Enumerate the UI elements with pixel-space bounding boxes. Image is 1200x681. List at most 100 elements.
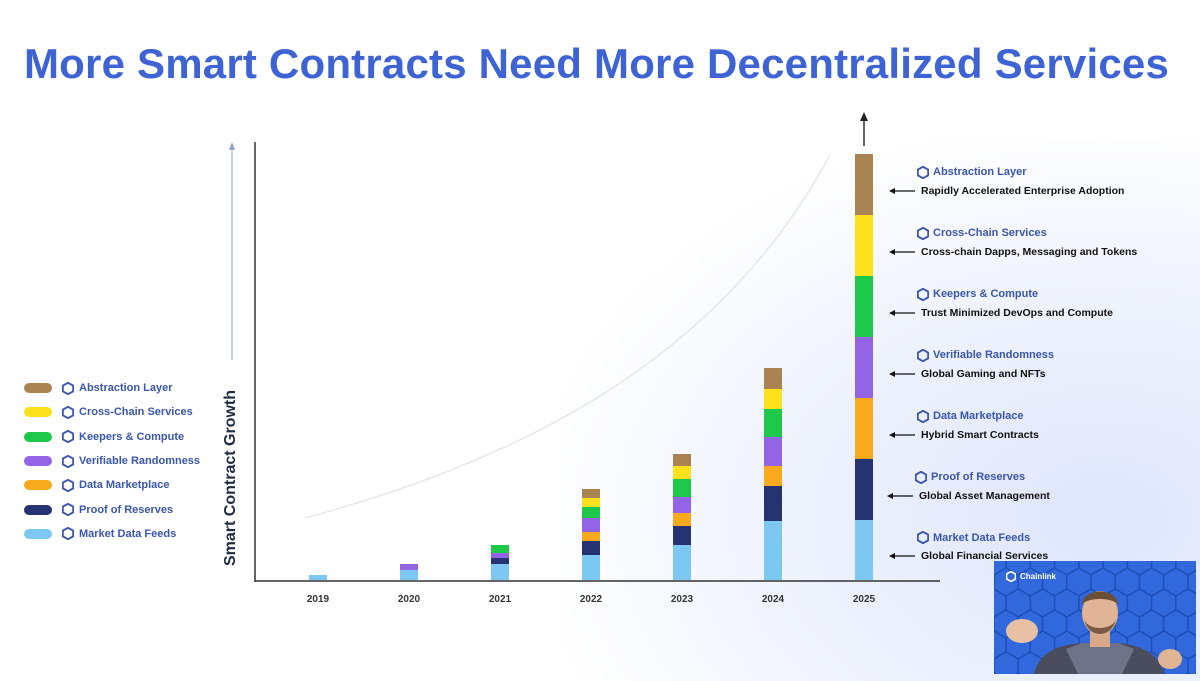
bar-2024-data-marketplace [764,466,782,486]
annotation-abstraction-layer: Abstraction Layer Rapidly Accelerated Ent… [889,165,1124,197]
x-tick-2023: 2023 [671,594,694,605]
growth-arrow-left-head [229,142,235,150]
webcam-brand: Chainlink [1006,571,1056,582]
bar-2024-abstraction-layer [764,368,782,389]
bar-2024-keepers-compute [764,409,782,437]
x-tick-2024: 2024 [762,594,785,605]
slide-title: More Smart Contracts Need More Decentral… [24,40,1170,87]
bar-2021-proof-of-reserves [491,558,509,564]
bar-2021-verifiable-randomness [491,553,509,558]
bar-2022-keepers-compute [582,507,600,518]
chainlink-hex-icon [917,165,929,179]
bar-2020-verifiable-randomness [400,564,418,570]
annotation-service: Verifiable Randomness [933,349,1055,361]
y-axis-label: Smart Contract Growth [222,389,239,567]
annotation-keepers-compute: Keepers & Compute Trust Minimized DevOps … [889,287,1113,319]
x-tick-2020: 2020 [398,594,421,605]
bar-2023-market-data-feeds [673,545,691,580]
annotation-service: Keepers & Compute [933,288,1039,300]
annotation-description: Global Gaming and NFTs [921,367,1046,380]
bar-2025-cross-chain-services [855,215,873,276]
legend: Abstraction Layer Cross-Chain Services Kee… [24,376,200,546]
bar-2019-market-data-feeds [309,575,327,580]
webcam-brand-label: Chainlink [1020,572,1057,581]
bar-2025-data-marketplace [855,398,873,459]
bar-2022-proof-of-reserves [582,541,600,555]
legend-item-cross-chain-services: Cross-Chain Services [24,400,200,424]
chainlink-hex-icon [62,430,74,444]
annotation-description: Global Financial Services [921,550,1049,562]
legend-label: Keepers & Compute [79,430,185,443]
annotation-service: Cross-Chain Services [933,227,1047,239]
bar-2021-keepers-compute [491,545,509,553]
legend-item-abstraction-layer: Abstraction Layer [24,376,200,400]
left-arrow-icon [889,187,915,194]
bar-2023-data-marketplace [673,513,691,526]
growth-curve [304,154,831,519]
presenter-person [1006,591,1182,674]
legend-swatch [24,480,52,491]
chainlink-hex-icon [62,405,74,419]
bar-2022-market-data-feeds [582,555,600,580]
chainlink-hex-icon [915,470,927,484]
left-arrow-icon [887,492,913,499]
legend-label: Cross-Chain Services [79,406,193,419]
legend-label: Abstraction Layer [79,382,173,395]
annotation-service: Data Marketplace [933,410,1024,422]
bar-2022-data-marketplace [582,532,600,541]
bar-2023-verifiable-randomness [673,497,691,513]
chainlink-hex-icon [917,409,929,423]
x-tick-2019: 2019 [307,594,330,605]
annotation-service: Market Data Feeds [933,531,1031,544]
legend-item-data-marketplace: Data Marketplace [24,473,200,497]
legend-swatch [24,431,52,442]
annotation-verifiable-randomness: Verifiable Randomness Global Gaming and N… [889,348,1055,380]
legend-label: Proof of Reserves [79,503,174,516]
chainlink-hex-icon [917,287,929,301]
chainlink-hex-icon [62,381,74,395]
annotation-service: Abstraction Layer [933,166,1027,178]
bar-2025-keepers-compute [855,276,873,337]
annotation-service: Proof of Reserves [931,471,1026,483]
chainlink-logo-icon [1006,571,1016,582]
chainlink-hex-icon [917,226,929,240]
annotation-description: Cross-chain Dapps, Messaging and Tokens [921,245,1138,258]
bar-2024-proof-of-reserves [764,486,782,521]
bar-2023-proof-of-reserves [673,526,691,545]
chainlink-hex-icon [62,478,74,492]
x-tick-labels: 2019 2020 2021 2022 2023 2024 2025 [307,594,876,605]
left-arrow-icon [889,248,915,255]
chainlink-hex-icon [917,348,929,362]
chainlink-hex-icon [62,527,74,541]
legend-item-keepers-compute: Keepers & Compute [24,425,200,449]
bars-group [309,154,873,580]
bar-2025-proof-of-reserves [855,459,873,520]
annotation-description: Hybrid Smart Contracts [921,428,1039,441]
left-arrow-icon [889,370,915,377]
annotation-proof-of-reserves: Proof of Reserves Global Asset Management [887,470,1050,502]
bar-2024-cross-chain-services [764,389,782,409]
x-tick-2021: 2021 [489,594,512,605]
bar-2022-abstraction-layer [582,489,600,498]
bar-2023-abstraction-layer [673,454,691,466]
left-arrow-icon [889,431,915,438]
bar-2021-market-data-feeds [491,564,509,580]
legend-swatch [24,528,52,539]
legend-item-verifiable-randomness: Verifiable Randomness [24,449,200,473]
x-tick-2025: 2025 [853,594,876,605]
bar-2024-market-data-feeds [764,521,782,580]
chainlink-hex-icon [917,531,929,544]
bar-2023-keepers-compute [673,479,691,497]
legend-label: Data Marketplace [79,479,170,492]
annotation-description: Trust Minimized DevOps and Compute [921,306,1113,319]
legend-swatch [24,407,52,418]
bar-2022-verifiable-randomness [582,518,600,532]
chainlink-hex-icon [62,454,74,468]
hex-cell [1187,653,1196,674]
bar-2024-verifiable-randomness [764,437,782,466]
annotation-description: Global Asset Management [919,489,1050,502]
webcam-overlay: Chainlink [994,561,1196,674]
bar-2022-cross-chain-services [582,498,600,507]
legend-item-proof-of-reserves: Proof of Reserves [24,497,200,521]
